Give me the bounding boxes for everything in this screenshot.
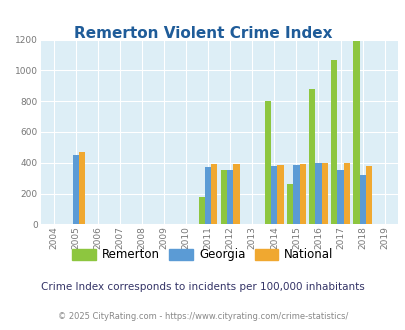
Legend: Remerton, Georgia, National: Remerton, Georgia, National: [68, 244, 337, 266]
Bar: [293, 165, 299, 224]
Text: © 2025 CityRating.com - https://www.cityrating.com/crime-statistics/: © 2025 CityRating.com - https://www.city…: [58, 312, 347, 321]
Bar: [72, 155, 79, 224]
Bar: [321, 163, 327, 224]
Bar: [271, 166, 277, 224]
Text: Crime Index corresponds to incidents per 100,000 inhabitants: Crime Index corresponds to incidents per…: [41, 282, 364, 292]
Bar: [277, 165, 283, 224]
Bar: [227, 170, 233, 224]
Bar: [352, 41, 358, 224]
Bar: [343, 163, 349, 224]
Bar: [220, 171, 227, 224]
Bar: [211, 164, 217, 224]
Bar: [330, 60, 337, 224]
Bar: [299, 164, 305, 224]
Bar: [358, 175, 365, 224]
Bar: [264, 101, 271, 224]
Bar: [205, 167, 211, 224]
Text: Remerton Violent Crime Index: Remerton Violent Crime Index: [74, 26, 331, 41]
Bar: [233, 164, 239, 224]
Bar: [286, 184, 293, 224]
Bar: [315, 163, 321, 224]
Bar: [337, 170, 343, 224]
Bar: [198, 197, 205, 224]
Bar: [309, 89, 315, 224]
Bar: [365, 166, 371, 224]
Bar: [79, 152, 85, 224]
